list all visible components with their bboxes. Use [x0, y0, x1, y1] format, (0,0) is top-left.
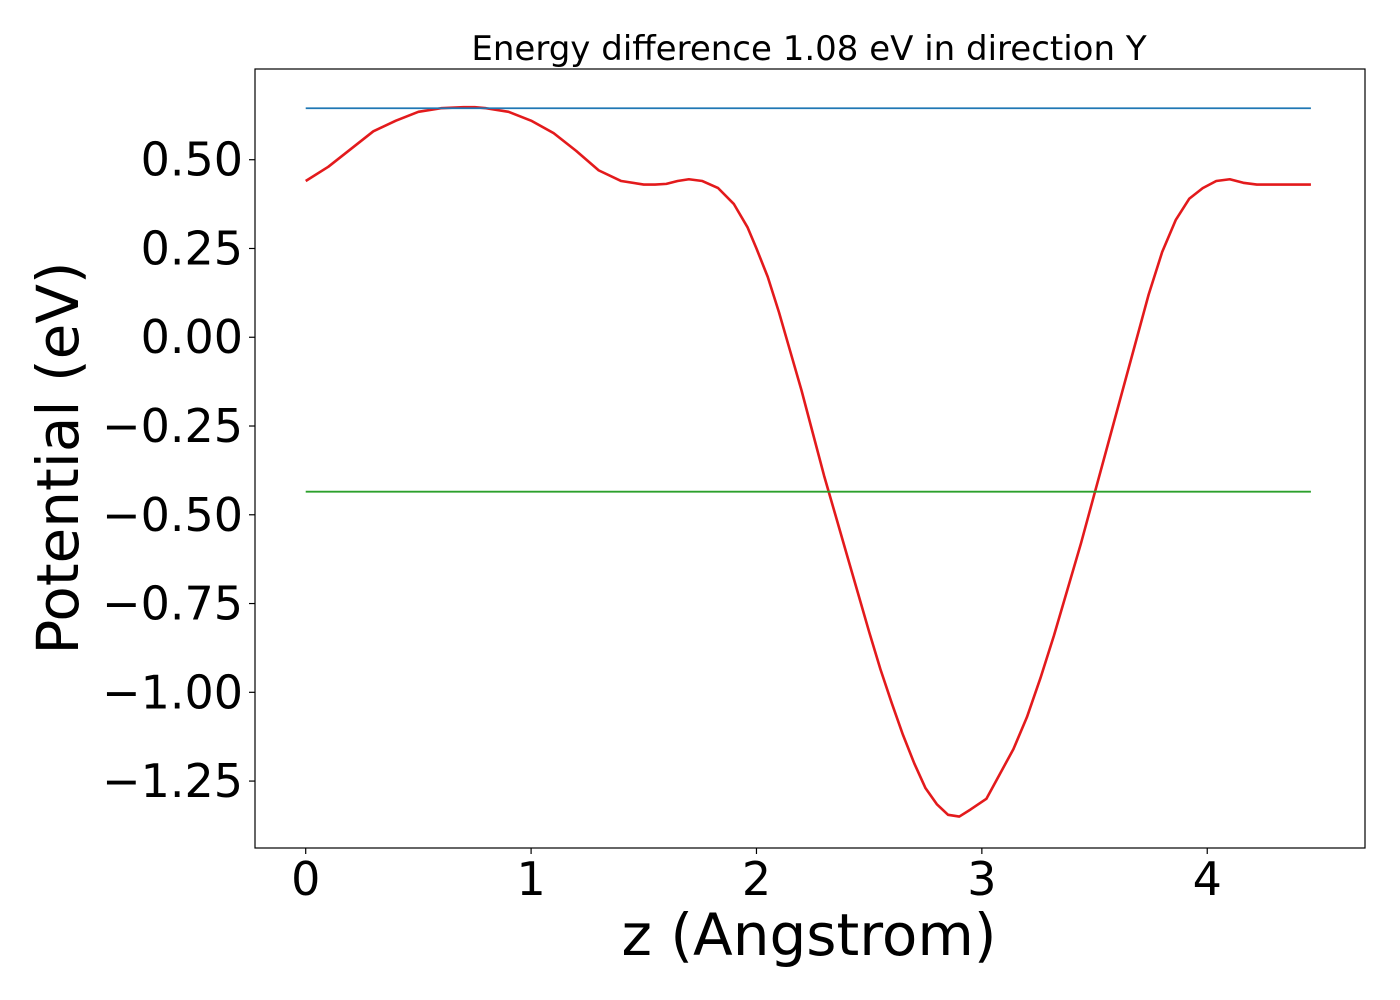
y-tick-label: −1.00 — [102, 665, 243, 719]
y-axis-label: Potential (eV) — [24, 261, 92, 654]
y-tick-label: 0.00 — [141, 310, 243, 364]
x-axis-ticks: 0 1 2 3 4 — [291, 848, 1222, 906]
x-tick-label: 0 — [291, 852, 320, 906]
y-tick-label: 0.50 — [141, 133, 243, 187]
series-line-potential — [305, 105, 1311, 818]
x-tick-label: 4 — [1193, 852, 1222, 906]
y-tick-label: 0.25 — [141, 221, 243, 275]
x-tick-label: 2 — [742, 852, 771, 906]
y-axis-ticks: 0.50 0.25 0.00 −0.25 −0.50 −0.75 −1.00 −1.25 — [102, 133, 255, 808]
y-tick-label: −0.75 — [102, 577, 243, 631]
y-tick-label: −0.50 — [102, 488, 243, 542]
x-tick-label: 3 — [967, 852, 996, 906]
chart-title: Energy difference 1.08 eV in direction Y — [471, 29, 1146, 69]
series-layer — [305, 105, 1311, 818]
x-axis-label: z (Angstrom) — [622, 901, 997, 969]
x-tick-label: 1 — [516, 852, 545, 906]
y-tick-label: −1.25 — [102, 754, 243, 808]
plot-area-frame — [254, 68, 1366, 849]
y-tick-label: −0.25 — [102, 399, 243, 453]
